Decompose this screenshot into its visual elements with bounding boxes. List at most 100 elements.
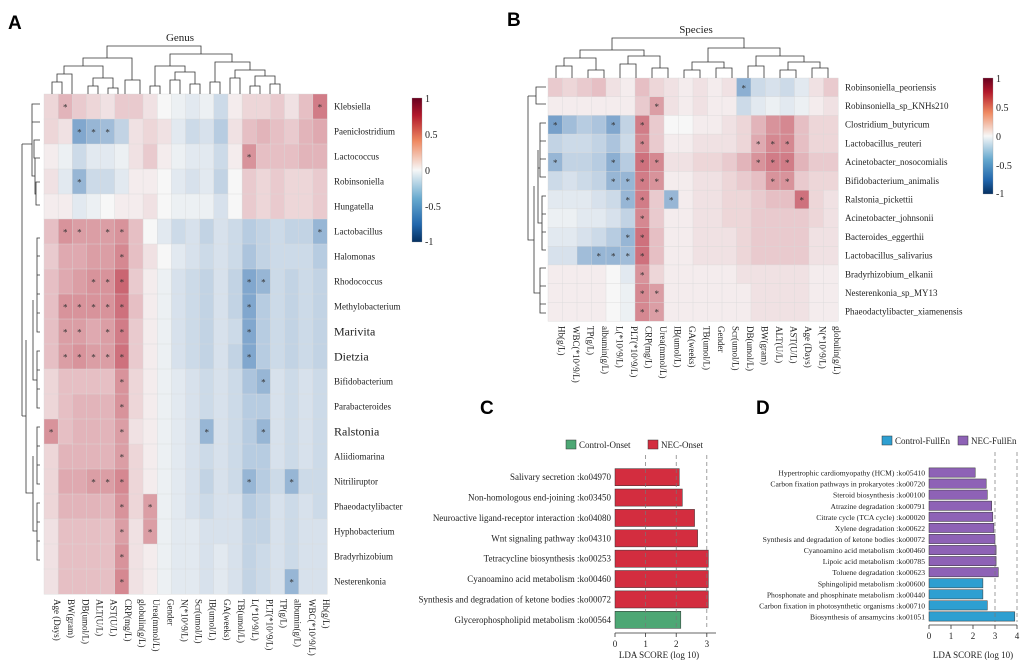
heatmap-cell [72,468,87,495]
heatmap-cell [591,96,607,116]
heatmap-cell [213,443,229,470]
heatmap-cell [43,443,59,470]
genus-row-dendrogram [21,103,40,561]
heatmap-cell [270,243,286,270]
heatmap-cell [298,193,314,220]
heatmap-cell [678,283,694,303]
genus-title: Genus [166,32,194,44]
heatmap-cell [128,318,144,345]
row-label: Lactobacillus_salivarius [845,251,933,261]
heatmap-cell [213,343,229,370]
heatmap-cell [707,208,723,229]
pathway-label: Carbon fixation in photosynthetic organi… [759,601,925,610]
heatmap-cell [86,393,102,420]
genus-colorbar-tick: -0.5 [425,202,441,213]
heatmap-cell [171,318,187,345]
column-label: Age (Days) [52,599,62,641]
heatmap-cell [605,227,622,247]
legend-swatch-control [881,435,893,446]
significance-star: * [247,353,252,363]
heatmap-cell [765,96,781,116]
heatmap-cell [256,393,271,420]
heatmap-cell [312,443,328,470]
heatmap-cell [256,93,271,120]
heatmap-cell [692,264,709,285]
lda-bar [928,534,996,544]
heatmap-cell [707,189,723,210]
heatmap-cell [779,77,796,98]
heatmap-cell [663,77,680,98]
heatmap-cell [779,283,796,303]
genus-heatmap: Genus * * * * * * * * * * * * * * * * * * * * * * * * * * * * * * * * * *… [21,32,441,656]
heatmap-cell [100,443,116,470]
heatmap-cell [284,118,300,145]
heatmap-cell [227,318,243,345]
heatmap-cell [808,246,825,266]
heatmap-cell [312,143,328,170]
heatmap-cell [678,264,694,285]
lda-bar [614,468,680,486]
heatmap-cell [284,343,300,370]
heatmap-cell [43,193,59,220]
heatmap-cell [241,568,257,595]
heatmap-cell [808,283,825,303]
heatmap-cell [808,264,825,285]
heatmap-cell [270,418,286,445]
significance-star: * [669,196,674,206]
heatmap-cell [43,93,59,120]
heatmap-cell [241,193,257,220]
heatmap-cell [765,283,781,303]
row-label: Bifidobacterium [334,377,393,387]
significance-star: * [105,128,110,138]
heatmap-cell [779,189,796,210]
heatmap-cell [620,133,636,154]
heatmap-cell [591,208,607,229]
column-label: PLT(*10^9/L) [629,326,639,377]
heatmap-cell [620,77,636,98]
column-label: GA(weeks) [687,326,697,367]
pathway-label: Lipoic acid metabolism :ko00785 [823,557,925,566]
column-label: BW(gram) [759,326,769,365]
lda-bar [928,522,995,533]
heatmap-cell [171,293,187,320]
heatmap-cell [634,77,651,98]
column-label: TP(g/L) [278,599,288,628]
heatmap-cell [591,133,607,154]
heatmap-cell [298,368,314,395]
heatmap-cell [171,543,187,570]
pathway-label: Xylene degradation :ko00622 [835,524,925,533]
heatmap-cell [241,168,257,195]
significance-star: * [640,196,645,206]
heatmap-cell [72,443,87,470]
heatmap-cell [721,283,738,303]
heatmap-cell [794,77,810,98]
heatmap-cell [750,246,767,266]
heatmap-cell [692,152,709,172]
heatmap-cell [591,283,607,303]
significance-star: * [63,353,68,363]
heatmap-cell [736,302,752,322]
legend-fullen: Control-FullEn NEC-FullEn [881,435,1017,446]
heatmap-cell [779,246,796,266]
heatmap-cell [808,189,825,210]
heatmap-cell [142,218,158,245]
column-label: CRP(mg/L) [123,599,133,642]
heatmap-cell [114,168,130,195]
heatmap-cell [86,168,102,195]
column-label: AST(U/L) [788,326,798,364]
heatmap-cell [57,543,73,570]
heatmap-cell [808,227,825,247]
heatmap-cell [142,568,158,595]
heatmap-cell [156,368,172,395]
lda-chart-fullen: Control-FullEn NEC-FullEn Hypertrophic c… [759,435,1020,660]
heatmap-cell [298,493,314,520]
significance-star: * [655,289,660,299]
heatmap-cell [823,302,839,322]
heatmap-cell [663,208,680,229]
heatmap-cell [128,193,144,220]
heatmap-cell [43,493,59,520]
significance-star: * [247,328,252,338]
heatmap-cell [156,118,172,145]
heatmap-cell [185,118,201,145]
column-label: BW(gram) [66,599,76,638]
